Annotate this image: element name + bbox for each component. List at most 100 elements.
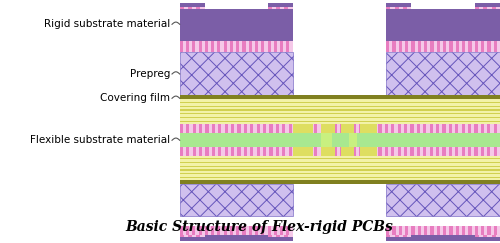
Bar bbox=[443, 226, 446, 235]
Bar bbox=[494, 124, 497, 132]
Bar bbox=[320, 147, 324, 156]
Bar bbox=[359, 147, 362, 156]
Bar bbox=[394, 7, 398, 9]
Bar bbox=[268, 3, 292, 9]
Bar bbox=[276, 235, 280, 237]
Bar bbox=[475, 3, 500, 9]
Bar bbox=[211, 226, 214, 235]
Bar bbox=[268, 235, 272, 237]
Bar bbox=[386, 3, 411, 9]
Bar bbox=[268, 235, 292, 237]
Bar bbox=[180, 105, 500, 107]
Bar bbox=[320, 124, 324, 132]
Bar bbox=[474, 41, 478, 52]
Bar bbox=[462, 147, 465, 156]
Bar bbox=[488, 41, 490, 52]
Bar bbox=[455, 124, 458, 132]
Bar bbox=[282, 147, 286, 156]
Bar bbox=[475, 235, 479, 237]
Bar bbox=[468, 147, 471, 156]
Bar bbox=[398, 124, 400, 132]
Bar bbox=[198, 226, 202, 235]
Bar bbox=[180, 226, 292, 235]
Bar bbox=[284, 235, 288, 237]
Bar bbox=[192, 226, 196, 235]
Bar bbox=[334, 124, 336, 132]
Bar bbox=[456, 41, 459, 52]
Bar bbox=[468, 41, 471, 52]
Bar bbox=[288, 124, 292, 132]
Bar bbox=[180, 235, 292, 241]
Bar bbox=[263, 147, 266, 156]
Bar bbox=[430, 226, 434, 235]
Bar bbox=[378, 147, 382, 156]
Bar bbox=[399, 226, 402, 235]
Bar bbox=[244, 147, 247, 156]
Bar bbox=[268, 7, 292, 9]
Bar bbox=[224, 124, 228, 132]
Bar bbox=[180, 235, 204, 237]
Bar bbox=[180, 7, 184, 9]
Bar bbox=[352, 124, 356, 132]
Bar bbox=[386, 52, 500, 99]
Bar bbox=[180, 113, 500, 114]
Bar bbox=[198, 41, 202, 52]
Bar bbox=[386, 226, 390, 235]
Bar bbox=[449, 147, 452, 156]
Bar bbox=[462, 124, 465, 132]
Bar bbox=[424, 226, 428, 235]
Bar bbox=[180, 182, 500, 184]
Bar bbox=[391, 124, 394, 132]
Bar bbox=[410, 147, 414, 156]
Bar bbox=[180, 41, 183, 52]
Bar bbox=[386, 7, 411, 9]
Bar bbox=[218, 147, 222, 156]
Bar bbox=[481, 226, 484, 235]
Bar bbox=[404, 124, 407, 132]
Bar bbox=[218, 226, 220, 235]
Bar bbox=[468, 226, 471, 235]
Bar bbox=[386, 7, 390, 9]
Bar bbox=[180, 156, 500, 180]
Bar bbox=[180, 121, 500, 122]
Bar bbox=[494, 226, 497, 235]
Bar bbox=[302, 147, 304, 156]
Bar bbox=[231, 147, 234, 156]
Bar bbox=[180, 9, 292, 41]
Bar bbox=[180, 226, 183, 235]
Bar bbox=[180, 180, 500, 182]
Bar bbox=[180, 41, 292, 52]
Bar bbox=[276, 124, 279, 132]
Bar bbox=[192, 124, 196, 132]
Bar bbox=[180, 95, 500, 97]
Bar bbox=[366, 147, 368, 156]
Bar bbox=[280, 226, 283, 235]
Bar bbox=[188, 235, 192, 237]
Bar bbox=[212, 147, 215, 156]
Bar bbox=[268, 226, 270, 235]
Bar bbox=[224, 41, 227, 52]
Bar bbox=[314, 124, 318, 132]
Bar bbox=[404, 147, 407, 156]
Bar bbox=[295, 147, 298, 156]
Bar bbox=[180, 184, 292, 217]
Bar bbox=[430, 124, 432, 132]
Bar bbox=[348, 132, 357, 147]
Bar bbox=[308, 147, 311, 156]
Bar bbox=[443, 41, 446, 52]
Bar bbox=[236, 226, 240, 235]
Bar bbox=[186, 124, 190, 132]
Bar bbox=[180, 235, 204, 241]
Bar bbox=[492, 7, 496, 9]
Text: Flexible substrate material: Flexible substrate material bbox=[30, 135, 170, 145]
Bar bbox=[346, 147, 350, 156]
Bar bbox=[270, 124, 272, 132]
Bar bbox=[218, 124, 222, 132]
Bar bbox=[359, 124, 362, 132]
Bar bbox=[308, 124, 311, 132]
Bar bbox=[405, 226, 408, 235]
Bar bbox=[405, 41, 408, 52]
Bar bbox=[398, 147, 400, 156]
Bar bbox=[180, 235, 184, 237]
Bar bbox=[410, 124, 414, 132]
